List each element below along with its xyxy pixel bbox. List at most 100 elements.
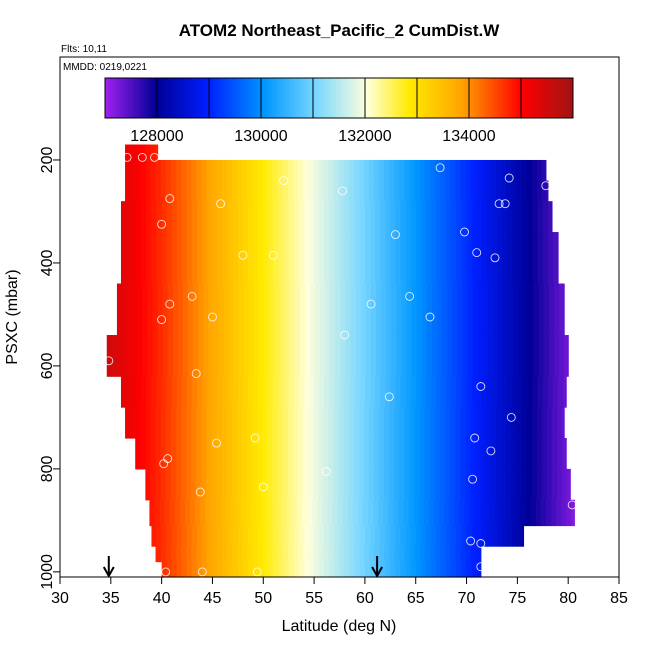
heatmap-cell: [228, 283, 235, 336]
colorbar-segment: [485, 78, 489, 118]
heatmap-cell: [375, 376, 381, 408]
heatmap-cell: [508, 283, 514, 336]
heatmap-cell: [303, 561, 310, 578]
heatmap-cell: [358, 546, 365, 563]
heatmap-cell: [461, 525, 468, 547]
heatmap-cell: [353, 437, 360, 470]
heatmap-cell: [237, 376, 244, 408]
colorbar-segment: [417, 78, 422, 118]
heatmap-cell: [475, 546, 482, 563]
observation-point: [366, 299, 376, 309]
heatmap-cell: [348, 159, 355, 182]
heatmap-cell: [247, 159, 253, 182]
heatmap-cell: [431, 283, 438, 336]
heatmap-cell: [442, 283, 448, 336]
heatmap-cell: [242, 525, 249, 547]
heatmap-cell: [435, 180, 441, 202]
heatmap-cell: [202, 232, 208, 285]
heatmap-cell: [374, 180, 380, 202]
x-tick-label: 75: [508, 590, 526, 607]
heatmap-cell: [201, 468, 207, 501]
heatmap-cell: [175, 546, 182, 563]
heatmap-cell: [257, 159, 263, 182]
x-tick-label: 60: [356, 590, 374, 607]
heatmap-cell: [206, 407, 213, 439]
heatmap-cell: [293, 561, 300, 578]
heatmap-cell: [405, 525, 412, 547]
heatmap-cell: [314, 232, 320, 285]
heatmap-cell: [419, 159, 426, 182]
heatmap-cell: [181, 376, 188, 408]
heatmap-cell: [207, 525, 214, 547]
heatmap-cell: [430, 525, 437, 547]
heatmap-cell: [566, 499, 572, 527]
heatmap-cell: [192, 376, 198, 408]
heatmap-cell: [480, 159, 487, 182]
heatmap-cell: [543, 283, 550, 336]
heatmap-cell: [491, 376, 498, 408]
heatmap-cell: [470, 468, 477, 501]
heatmap-cell: [165, 437, 172, 470]
heatmap-cell: [477, 283, 484, 336]
heatmap-cell: [414, 180, 421, 202]
heatmap-cell: [288, 232, 295, 285]
heatmap-cell: [389, 159, 395, 182]
heatmap-cell: [329, 525, 336, 547]
heatmap-cell: [429, 546, 436, 563]
heatmap-cell: [165, 407, 172, 439]
heatmap-cell: [198, 335, 204, 377]
heatmap-cell: [386, 283, 392, 336]
colorbar-segment: [441, 78, 445, 118]
heatmap-cell: [449, 499, 455, 527]
heatmap-cell: [216, 468, 223, 501]
heatmap-cell: [552, 232, 559, 285]
heatmap-cell: [145, 468, 152, 501]
heatmap-cell: [461, 232, 468, 285]
colorbar-segment: [107, 78, 112, 118]
heatmap-cell: [390, 232, 396, 285]
heatmap-cell: [465, 437, 472, 470]
observation-point: [161, 567, 171, 577]
heatmap-cell: [125, 144, 131, 161]
heatmap-cell: [323, 407, 329, 439]
heatmap-cell: [491, 525, 498, 547]
colorbar-segment: [344, 78, 349, 118]
heatmap-cell: [526, 180, 533, 202]
heatmap-cell: [315, 335, 321, 377]
heatmap-cell: [429, 407, 436, 439]
colorbar-segment: [198, 78, 203, 118]
heatmap-cell: [221, 546, 228, 563]
heatmap-cell: [278, 376, 285, 408]
heatmap-cell: [548, 335, 555, 377]
heatmap-cell: [344, 232, 351, 285]
heatmap-cell: [455, 546, 462, 563]
heatmap-cell: [380, 525, 386, 547]
heatmap-cell: [272, 546, 279, 563]
heatmap-cell: [268, 376, 275, 408]
colorbar-segment: [488, 78, 492, 118]
heatmap-cell: [395, 201, 402, 233]
heatmap-cell: [389, 468, 395, 501]
heatmap-cell: [241, 159, 248, 182]
heatmap-cell: [207, 376, 214, 408]
colorbar-segment: [298, 78, 302, 118]
colorbar-segment: [356, 78, 360, 118]
heatmap-cell: [242, 376, 249, 408]
observation-point: [197, 567, 207, 577]
heatmap-cell: [426, 283, 433, 336]
colorbar-segment: [110, 78, 115, 118]
colorbar-segment: [295, 78, 299, 118]
heatmap-cell: [130, 407, 136, 439]
heatmap-cell: [476, 376, 483, 408]
colorbar-segment: [274, 78, 279, 118]
heatmap-cell: [359, 201, 366, 233]
heatmap-cell: [298, 561, 305, 578]
heatmap-cell: [338, 407, 345, 439]
colorbar-segment: [189, 78, 194, 118]
heatmap-cell: [522, 376, 529, 408]
heatmap-cell: [352, 499, 359, 527]
heatmap-cell: [155, 546, 162, 563]
heatmap-cell: [166, 201, 173, 233]
heatmap-cell: [507, 376, 513, 408]
